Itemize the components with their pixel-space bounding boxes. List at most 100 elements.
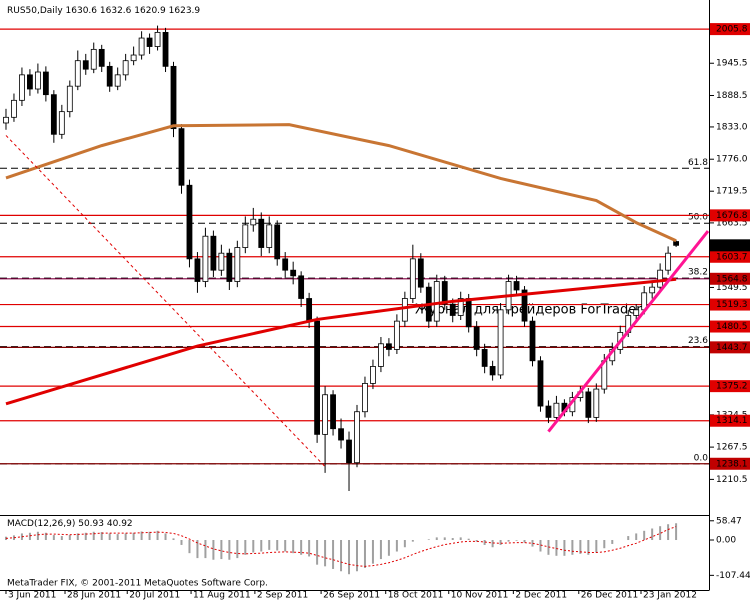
price-label: 1443.7 [716, 343, 748, 353]
price-label-box [710, 414, 750, 427]
macd-bar [188, 540, 191, 554]
candle-body [529, 320, 536, 362]
copyright: MetaTrader FIX, © 2001-2011 MetaQuotes S… [7, 579, 268, 589]
macd-bar [563, 540, 566, 556]
macd-bar [44, 532, 47, 541]
price-label: 1314.1 [716, 416, 748, 426]
y-tick-label: 1267.5 [716, 443, 748, 453]
macd-bar [324, 540, 327, 567]
macd-bar [515, 540, 518, 541]
macd-bar [52, 535, 55, 541]
macd-bar [355, 540, 358, 572]
price-label-box [710, 320, 750, 333]
y-tick-label: 1833.0 [716, 122, 748, 132]
candle-body [433, 281, 440, 322]
macd-bar [379, 540, 382, 560]
candle-body [673, 241, 679, 246]
indicator-tick-label: 58.47 [716, 516, 742, 526]
candle-body [521, 289, 528, 322]
price-label: 1564.8 [716, 274, 748, 284]
x-tick-label: 2 Sep 2011 [257, 591, 308, 600]
candle-body [138, 37, 145, 56]
macd-bar [196, 540, 199, 559]
candle-body [481, 349, 488, 367]
candle-body [346, 439, 352, 464]
candle-body [441, 281, 448, 305]
macd-bar [140, 531, 143, 541]
x-tick-label: 20 Jul 2011 [129, 591, 180, 600]
macd-value: 50.93 [78, 519, 104, 529]
y-tick-label: 1776.0 [716, 155, 748, 165]
price-label: 1375.2 [716, 382, 748, 392]
candle-body [250, 218, 257, 226]
macd-bar [284, 540, 287, 552]
macd-bar [164, 533, 167, 541]
candle-body [362, 383, 368, 413]
candle-body [258, 218, 265, 248]
fibo-label: 50.0 [688, 213, 708, 223]
x-tick-label: 26 Sep 2011 [323, 591, 380, 600]
macd-bar [124, 533, 127, 541]
indicator-header: MACD(12,26,9) 50.93 40.92 [7, 519, 133, 529]
price-label-box [710, 380, 750, 393]
macd-bar [427, 539, 430, 541]
x-tick-label: 28 Jun 2011 [67, 591, 121, 600]
macd-bar [172, 538, 175, 541]
candle-body [162, 31, 169, 67]
macd-bar [483, 540, 486, 545]
candle-body [19, 74, 25, 101]
candle-body [378, 343, 384, 367]
low: 1620.9 [134, 6, 166, 16]
macd-bar [220, 540, 223, 560]
candle-body [497, 309, 504, 376]
price-label-box [710, 250, 750, 263]
macd-bar [675, 523, 678, 541]
macd-bar [579, 540, 582, 554]
macd-bar [491, 540, 494, 548]
macd-bar [611, 540, 614, 544]
macd-bar [387, 540, 390, 556]
macd-bar [403, 540, 406, 548]
macd-bar [587, 540, 590, 555]
candle-body [513, 281, 520, 291]
indicator-name: MACD(12,26,9) [7, 519, 75, 529]
price-label: 1519.3 [716, 300, 748, 310]
price-label: 1676.8 [716, 211, 748, 221]
macd-bar [204, 540, 207, 559]
candle-body [649, 286, 656, 294]
y-tick-label: 1549.5 [716, 283, 748, 293]
price-label: 1603.7 [716, 252, 748, 262]
macd-bar [507, 540, 510, 542]
overlay-line [547, 230, 710, 433]
price-label-box [710, 272, 750, 285]
chart-header: RUS50,Daily 1630.6 1632.6 1620.9 1623.9 [7, 6, 200, 16]
candle-body [226, 252, 233, 282]
candle-body [3, 116, 9, 124]
price-label: 1480.5 [716, 322, 748, 332]
macd-bar [643, 530, 646, 541]
macd-bar [84, 532, 87, 541]
price-label: 2005.8 [716, 25, 748, 35]
signal-line [5, 526, 677, 567]
macd-bar [236, 540, 239, 559]
candle-body [186, 184, 193, 260]
indicator-tick-label: 0.00 [716, 536, 736, 546]
candle-body [210, 235, 217, 271]
candle-body [553, 402, 560, 418]
candle-body [314, 320, 321, 435]
candle-body [306, 298, 313, 322]
x-tick-label: 3 Jun 2011 [8, 591, 56, 600]
candle-body [170, 65, 177, 130]
macd-bar [180, 540, 183, 545]
candle-body [266, 224, 273, 248]
macd-bar [659, 526, 662, 541]
candle-body [401, 298, 408, 322]
x-tick-label: 18 Oct 2011 [388, 591, 444, 600]
plot-area: Журнал для трейдеров ForTrader 61.8 50.0 38… [0, 25, 710, 575]
macd-bar [68, 535, 71, 541]
fibo-label: 61.8 [688, 158, 708, 168]
macd-bar [260, 540, 263, 552]
x-tick-label: 23 Jan 2012 [643, 591, 697, 600]
macd-bar [459, 537, 462, 541]
